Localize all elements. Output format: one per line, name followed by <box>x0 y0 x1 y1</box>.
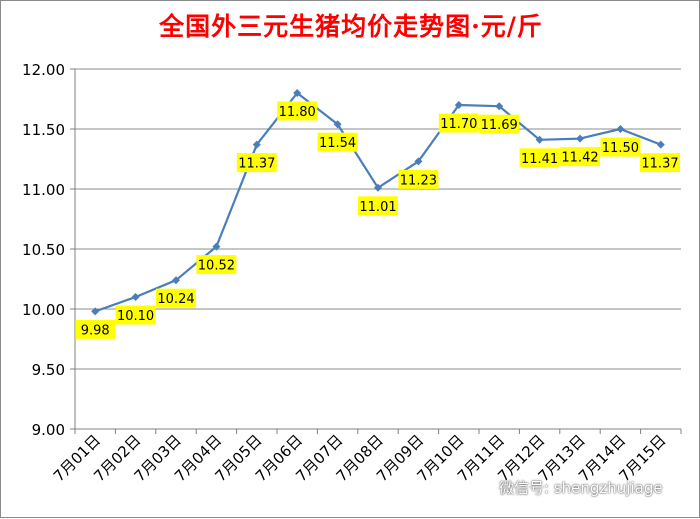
data-label-box <box>196 255 237 275</box>
data-point <box>495 102 504 111</box>
data-label: 10.52 <box>198 259 235 274</box>
data-label: 11.70 <box>440 117 477 132</box>
data-point <box>576 134 584 143</box>
data-label-box <box>156 288 196 308</box>
data-label: 11.01 <box>359 200 396 215</box>
data-point <box>293 89 302 97</box>
data-label: 11.37 <box>641 157 678 172</box>
y-tick-label: 9.50 <box>32 361 65 379</box>
data-label-box <box>277 101 318 121</box>
data-label: 11.69 <box>481 118 518 133</box>
data-point <box>616 125 625 133</box>
data-label: 11.41 <box>521 152 558 167</box>
data-label-box <box>358 196 398 216</box>
data-label-box <box>640 153 680 173</box>
data-point <box>333 120 342 129</box>
data-point <box>172 276 180 285</box>
data-label-box <box>317 132 358 152</box>
data-point <box>535 135 544 144</box>
data-label-box <box>398 169 439 189</box>
data-label: 10.24 <box>157 292 194 307</box>
data-label: 11.50 <box>602 141 639 156</box>
y-tick-label: 10.50 <box>22 241 65 259</box>
data-label-box <box>115 305 156 325</box>
data-label-box <box>236 153 277 173</box>
y-tick-label: 10.00 <box>22 301 65 319</box>
data-label-box <box>519 148 560 168</box>
data-label: 11.54 <box>319 136 356 151</box>
data-label: 9.98 <box>81 323 110 338</box>
data-label-box <box>75 319 116 339</box>
y-tick-label: 11.00 <box>22 181 65 199</box>
data-point <box>131 293 140 301</box>
data-point <box>212 242 221 251</box>
y-tick-label: 12.00 <box>22 61 65 79</box>
data-point <box>252 140 261 149</box>
data-label: 11.42 <box>561 151 598 166</box>
data-label: 10.10 <box>117 309 154 324</box>
data-label-box <box>438 113 479 133</box>
data-point <box>656 140 665 149</box>
data-label-box <box>479 114 520 134</box>
data-point <box>414 157 423 166</box>
data-label-box <box>560 147 600 167</box>
data-point <box>454 101 463 109</box>
watermark-text: 微信号: shengzhujiage <box>499 479 663 497</box>
chart-title: 全国外三元生猪均价走势图·元/斤 <box>159 12 543 41</box>
y-tick-label: 11.50 <box>22 121 65 139</box>
y-tick-label: 9.00 <box>32 421 65 439</box>
data-label: 11.37 <box>238 157 275 172</box>
data-label: 11.23 <box>400 173 437 188</box>
data-point <box>374 183 382 192</box>
data-label-box <box>600 137 641 157</box>
data-label: 11.80 <box>279 105 316 120</box>
data-point <box>91 307 100 316</box>
